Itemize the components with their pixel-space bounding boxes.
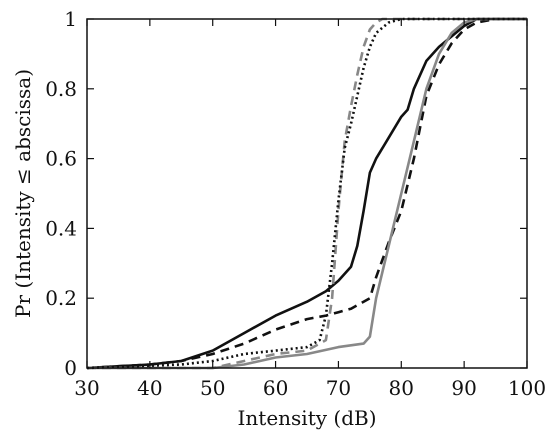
x-tick-label: 60 bbox=[263, 376, 288, 400]
x-tick-label: 30 bbox=[74, 376, 99, 400]
y-tick-label: 1 bbox=[64, 7, 77, 31]
x-axis-title: Intensity (dB) bbox=[238, 406, 377, 430]
x-tick-label: 70 bbox=[326, 376, 351, 400]
series-line-2 bbox=[86, 17, 527, 370]
y-tick-label: 0.2 bbox=[45, 286, 77, 310]
series-line-1 bbox=[86, 17, 527, 370]
ticks-layer: 30 40 50 60 70 80 90 100 0 0.2 0.4 0.6 0.8 1 bbox=[45, 7, 546, 400]
x-tick-label: 100 bbox=[508, 376, 546, 400]
series-line-5 bbox=[86, 17, 527, 370]
y-tick-label: 0.8 bbox=[45, 77, 77, 101]
y-tick-label: 0 bbox=[64, 356, 77, 380]
x-tick-label: 50 bbox=[200, 376, 225, 400]
series-layer bbox=[86, 17, 527, 370]
plot-frame bbox=[86, 18, 528, 369]
x-tick-label: 90 bbox=[451, 376, 476, 400]
series-line-3 bbox=[87, 17, 527, 370]
y-tick-label: 0.6 bbox=[45, 147, 77, 171]
x-tick-label: 80 bbox=[389, 376, 414, 400]
x-tick-label: 40 bbox=[137, 376, 162, 400]
series-line-4 bbox=[87, 17, 527, 370]
y-axis-title: Pr (Intensity ≤ abscissa) bbox=[11, 69, 35, 318]
y-tick-label: 0.4 bbox=[45, 216, 77, 240]
